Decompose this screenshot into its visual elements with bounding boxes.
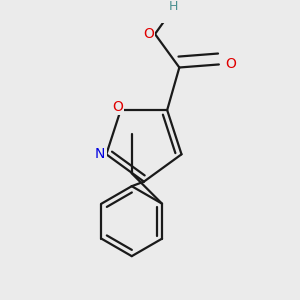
Text: H: H xyxy=(169,0,178,13)
Text: O: O xyxy=(143,27,154,41)
Text: O: O xyxy=(226,58,236,71)
Text: N: N xyxy=(95,147,105,161)
Text: O: O xyxy=(112,100,123,114)
